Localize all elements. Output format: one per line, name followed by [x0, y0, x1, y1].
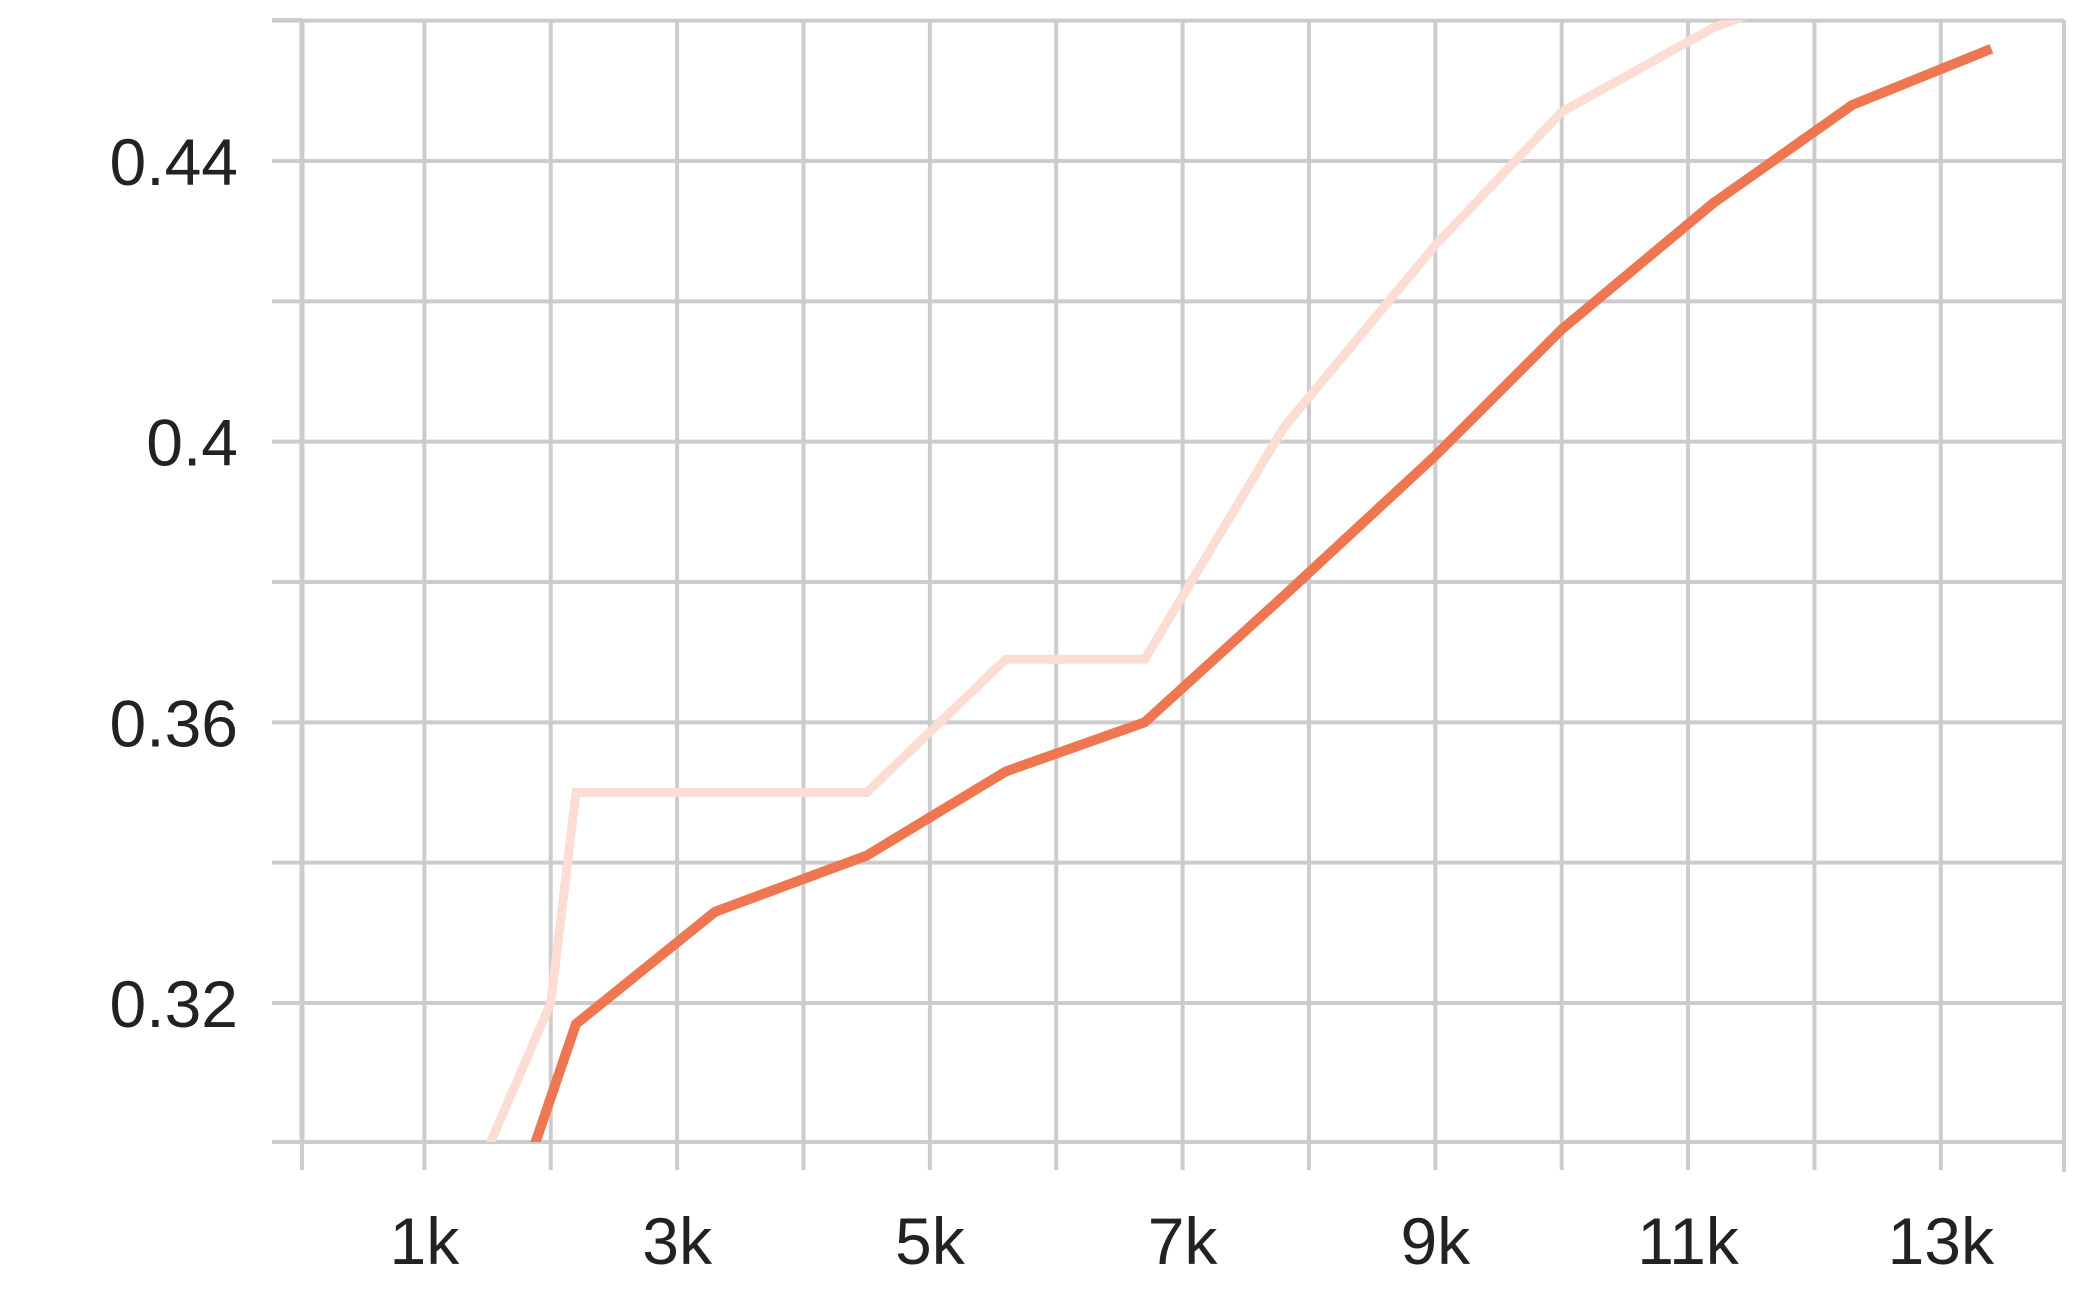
series-line-smoothed — [530, 44, 1994, 1142]
grid — [302, 18, 2064, 1142]
y-tick-label: 0.4 — [146, 406, 238, 480]
x-tick-label: 9k — [1400, 1204, 1471, 1278]
x-tick-label: 3k — [642, 1204, 713, 1278]
x-tick-label: 1k — [390, 1204, 461, 1278]
plot-area — [485, 20, 1994, 1142]
series-line-raw — [485, 20, 1747, 1142]
x-tick-label: 7k — [1148, 1204, 1219, 1278]
axes — [272, 18, 2066, 1172]
tick-labels: 1k 3k 5k 7k 9k 11k 13k 0.32 0.36 0.4 0.44 — [110, 125, 1995, 1278]
x-tick-label: 11k — [1637, 1204, 1740, 1278]
x-tick-label: 5k — [895, 1204, 966, 1278]
x-tick-label: 13k — [1888, 1204, 1995, 1278]
y-tick-label: 0.32 — [110, 967, 238, 1041]
y-tick-label: 0.36 — [110, 686, 238, 760]
y-tick-label: 0.44 — [110, 125, 238, 199]
